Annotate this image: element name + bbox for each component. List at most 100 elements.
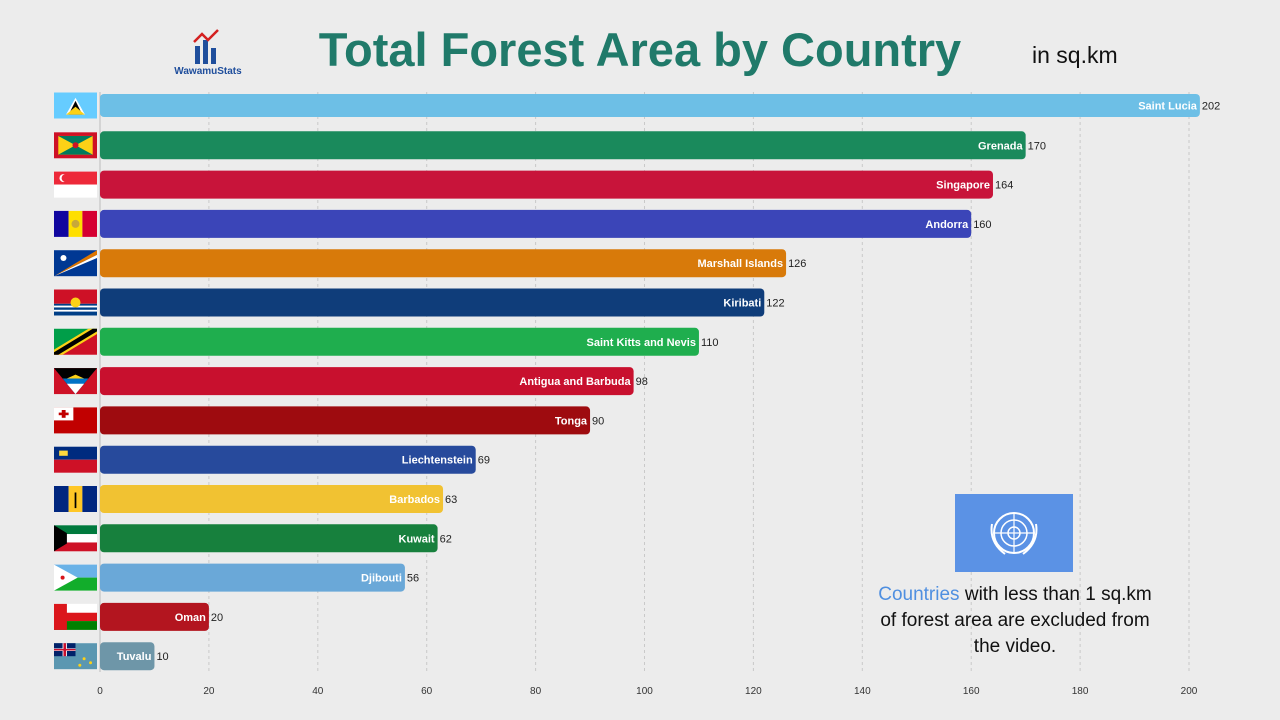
flag-part: [54, 542, 97, 552]
unit-label: in sq.km: [1032, 42, 1118, 68]
singapore-flag-icon: [54, 171, 97, 198]
flag-part: [54, 303, 97, 316]
flag-part: [54, 603, 97, 613]
liechtenstein-flag-icon: [54, 446, 97, 473]
value-label-antigua-and-barbuda: 98: [636, 376, 648, 388]
flag-part: [54, 534, 97, 543]
bar-saint-kitts-and-nevis: [100, 327, 699, 356]
flag-part: [54, 446, 97, 460]
x-tick-label: 200: [1181, 686, 1198, 697]
value-label-kuwait: 62: [440, 533, 452, 545]
flag-part: [54, 459, 97, 473]
x-tick-label: 60: [421, 686, 433, 697]
flag-part: [70, 297, 81, 308]
bar-label-kuwait: Kuwait: [399, 533, 435, 545]
bar-singapore: [100, 170, 993, 199]
bar-kuwait: [100, 524, 438, 553]
bar-label-andorra: Andorra: [925, 219, 969, 231]
bar-label-tuvalu: Tuvalu: [117, 651, 152, 663]
bar-label-tonga: Tonga: [555, 415, 588, 427]
andorra-flag-icon: [54, 210, 97, 237]
flag-part: [58, 135, 93, 146]
bar-tuvalu: [100, 642, 155, 671]
value-label-djibouti: 56: [407, 573, 419, 585]
tuvalu-flag-icon: [54, 643, 97, 670]
value-label-oman: 20: [211, 612, 223, 624]
tonga-flag-icon: [54, 407, 97, 434]
flag-part: [54, 250, 97, 277]
bar-tonga: [100, 406, 591, 435]
brand-name: WawamuStats: [174, 66, 242, 77]
flag-part: [54, 328, 97, 355]
bar-andorra: [100, 209, 972, 238]
bar-label-saint-lucia: Saint Lucia: [1138, 101, 1198, 113]
flag-part: [54, 564, 78, 591]
value-label-marshall-islands: 126: [788, 258, 806, 270]
flag-part: [54, 184, 97, 198]
flag-part: [63, 643, 67, 657]
flag-part: [61, 174, 70, 183]
grenada-flag-icon: [54, 132, 97, 159]
flag-part: [54, 603, 67, 630]
kiribati-flag-icon: [54, 289, 97, 316]
flag-part: [54, 254, 97, 277]
flag-part: [54, 525, 97, 535]
flag-part: [78, 663, 82, 667]
x-tick-label: 80: [530, 686, 542, 697]
x-tick-label: 180: [1072, 686, 1089, 697]
bar-label-kiribati: Kiribati: [723, 298, 761, 310]
oman-flag-icon: [54, 603, 97, 630]
flag-part: [54, 486, 69, 512]
note-text-1: with less than 1 sq.km: [964, 584, 1152, 605]
value-label-liechtenstein: 69: [478, 455, 490, 467]
bar-label-djibouti: Djibouti: [361, 573, 402, 585]
x-tick-label: 100: [636, 686, 653, 697]
flag-part: [82, 210, 97, 237]
bar-label-antigua-and-barbuda: Antigua and Barbuda: [519, 376, 631, 388]
djibouti-flag-icon: [54, 564, 97, 591]
flag-part: [72, 142, 79, 149]
flag-part: [71, 219, 80, 228]
note-line-3: the video.: [973, 636, 1057, 657]
antigua-and-barbuda-flag-icon: [54, 368, 97, 395]
bar-label-marshall-islands: Marshall Islands: [697, 258, 783, 270]
value-label-saint-lucia: 202: [1202, 101, 1220, 113]
flag-part: [54, 210, 69, 237]
bar-kiribati: [100, 288, 765, 317]
flag-part: [89, 661, 93, 665]
flag-part: [59, 450, 68, 456]
bar-label-oman: Oman: [175, 612, 206, 624]
x-tick-label: 120: [745, 686, 762, 697]
x-tick-label: 40: [312, 686, 324, 697]
x-tick-label: 140: [854, 686, 871, 697]
flag-part: [74, 492, 77, 509]
value-label-kiribati: 122: [766, 298, 784, 310]
flag-part: [60, 575, 65, 580]
bar-label-singapore: Singapore: [936, 180, 990, 192]
flag-part: [58, 145, 93, 155]
flag-part: [66, 374, 85, 379]
x-tick-label: 20: [203, 686, 215, 697]
flag-part: [54, 621, 97, 630]
value-label-barbados: 63: [445, 494, 457, 506]
flag-part: [66, 106, 85, 115]
barbados-flag-icon: [54, 486, 97, 512]
bar-label-grenada: Grenada: [978, 140, 1024, 152]
chart-title: Total Forest Area by Country: [318, 23, 962, 76]
value-label-andorra: 160: [973, 219, 991, 231]
note-line-2: of forest area are excluded from: [880, 610, 1150, 631]
bar-label-liechtenstein: Liechtenstein: [402, 455, 473, 467]
bar-barbados: [100, 485, 444, 513]
flag-part: [54, 309, 97, 312]
flag-part: [82, 486, 97, 512]
flag-part: [54, 289, 97, 304]
x-tick-label: 160: [963, 686, 980, 697]
note-highlight: Countries: [878, 584, 960, 605]
note-line-1: Countries with less than 1 sq.km: [845, 582, 1185, 608]
marshall-islands-flag-icon: [54, 250, 97, 277]
flag-part: [58, 412, 69, 416]
x-tick-label: 0: [97, 686, 103, 697]
un-flag-icon: [955, 494, 1073, 572]
value-label-tonga: 90: [592, 415, 604, 427]
